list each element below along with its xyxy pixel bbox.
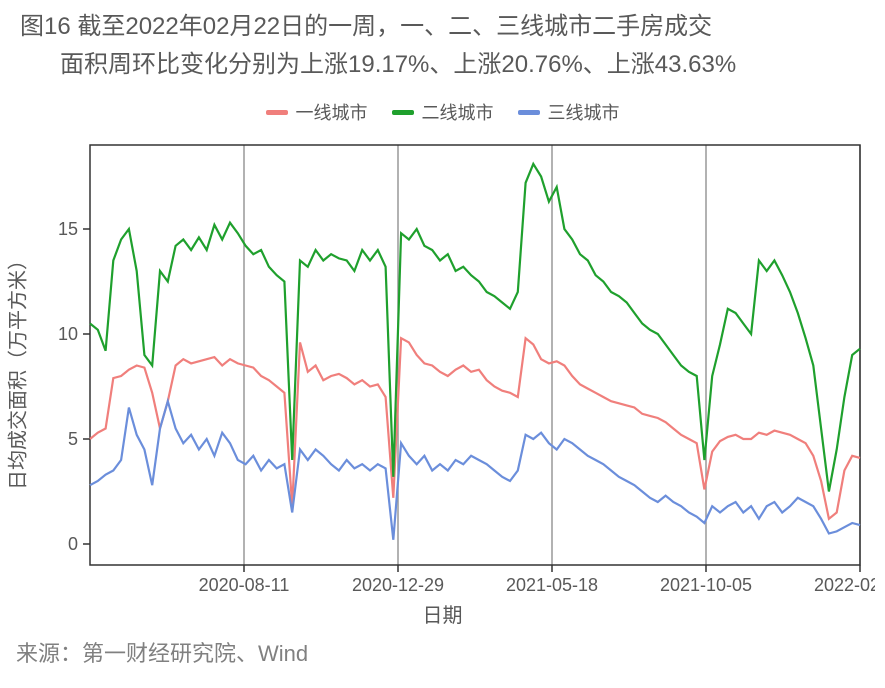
svg-text:2021-10-05: 2021-10-05	[660, 575, 752, 595]
line-chart: 0 5 10 15 2020-08-11 2020-12-29 2021-05-18 2021…	[10, 135, 875, 605]
legend-item: 三线城市	[518, 99, 620, 125]
svg-text:10: 10	[58, 324, 78, 344]
legend-swatch	[266, 110, 288, 115]
legend-label: 二线城市	[422, 99, 494, 125]
svg-text:5: 5	[68, 429, 78, 449]
y-axis-label: 日均成交面积（万平方米）	[2, 250, 31, 490]
legend-swatch	[392, 110, 414, 115]
legend-item: 一线城市	[266, 99, 368, 125]
svg-text:2020-12-29: 2020-12-29	[352, 575, 444, 595]
svg-text:0: 0	[68, 534, 78, 554]
svg-text:2020-08-11: 2020-08-11	[199, 575, 290, 595]
chart-container: 日均成交面积（万平方米） 0510152020-08-112020-12-292…	[10, 135, 875, 605]
svg-text:2021-05-18: 2021-05-18	[506, 575, 598, 595]
legend-label: 三线城市	[548, 99, 620, 125]
legend: 一线城市 二线城市 三线城市	[10, 99, 875, 125]
svg-text:2022-02-22: 2022-02-22	[814, 575, 875, 595]
chart-title-line2: 面积周环比变化分别为上涨19.17%、上涨20.76%、上涨43.63%	[10, 48, 875, 82]
legend-swatch	[518, 110, 540, 115]
legend-label: 一线城市	[296, 99, 368, 125]
legend-item: 二线城市	[392, 99, 494, 125]
source-text: 来源：第一财经研究院、Wind	[10, 636, 875, 668]
chart-title-line1: 图16 截至2022年02月22日的一周，一、二、三线城市二手房成交	[10, 10, 875, 44]
svg-text:15: 15	[58, 219, 78, 239]
